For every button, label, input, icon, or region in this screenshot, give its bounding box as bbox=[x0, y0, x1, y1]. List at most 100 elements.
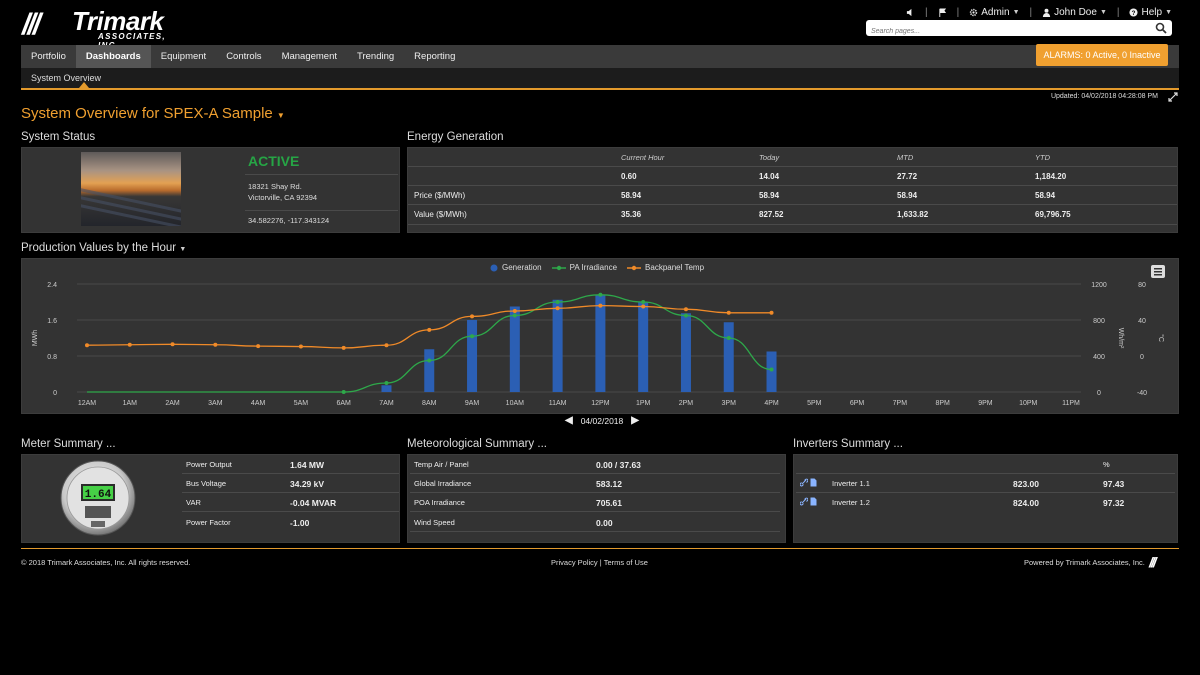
trimark-logo[interactable]: /// Trimark ASSOCIATES, INC. bbox=[22, 6, 184, 50]
link-icon[interactable] bbox=[800, 478, 808, 487]
inverter-pct: 97.43 bbox=[1103, 479, 1125, 489]
flag-icon bbox=[938, 7, 946, 17]
inverter-name[interactable]: Inverter 1.1 bbox=[832, 479, 870, 488]
status-badge: ACTIVE bbox=[248, 153, 300, 169]
user-icon bbox=[1043, 8, 1051, 17]
inverters-summary-title[interactable]: Inverters Summary ... bbox=[793, 438, 903, 450]
meter-summary-title[interactable]: Meter Summary ... bbox=[21, 438, 116, 450]
x-tick-label: 9AM bbox=[465, 400, 480, 407]
bar bbox=[509, 306, 520, 392]
chart-menu-icon[interactable] bbox=[1151, 265, 1165, 278]
table-cell: 0.60 bbox=[621, 172, 637, 181]
meter-label: Bus Voltage bbox=[186, 479, 227, 488]
data-point bbox=[641, 300, 646, 304]
met-panel bbox=[407, 454, 786, 543]
data-point bbox=[512, 313, 517, 318]
chart-date: 04/02/2018 bbox=[580, 415, 624, 426]
subtab-system-overview[interactable]: System Overview bbox=[31, 73, 102, 83]
power-meter-image: 1.64 bbox=[60, 460, 136, 536]
page-title[interactable]: System Overview for SPEX-A Sample ▼ bbox=[21, 105, 285, 122]
user-menu[interactable]: John Doe ▼ bbox=[1042, 7, 1107, 18]
volume-button[interactable] bbox=[906, 8, 915, 17]
document-icon[interactable] bbox=[810, 478, 817, 487]
admin-menu[interactable]: Admin ▼ bbox=[969, 7, 1020, 18]
tab-dashboards[interactable]: Dashboards bbox=[75, 45, 151, 68]
document-icon[interactable] bbox=[810, 497, 817, 506]
meter-display: 1.64 bbox=[85, 489, 112, 501]
table-cell: 69,796.75 bbox=[1035, 210, 1071, 219]
powered-by-text: Powered by Trimark Associates, Inc. bbox=[1024, 558, 1145, 567]
table-cell: 1,184.20 bbox=[1035, 172, 1067, 181]
met-summary-title[interactable]: Meteorological Summary ... bbox=[407, 438, 547, 450]
link-separator: | bbox=[1029, 6, 1033, 18]
table-cell: 58.94 bbox=[621, 191, 642, 200]
divider bbox=[410, 511, 780, 512]
table-cell: 827.52 bbox=[759, 210, 784, 219]
bar bbox=[680, 313, 691, 392]
divider bbox=[182, 473, 399, 474]
x-tick-label: 8AM bbox=[422, 400, 437, 407]
data-point bbox=[769, 367, 774, 372]
bar bbox=[424, 349, 435, 392]
data-point bbox=[683, 313, 688, 318]
expand-icon[interactable] bbox=[1168, 92, 1178, 102]
help-icon: ? bbox=[1129, 7, 1139, 17]
energy-generation-title: Energy Generation bbox=[407, 131, 504, 143]
link-separator: | bbox=[925, 6, 928, 18]
link-icon[interactable] bbox=[800, 497, 808, 506]
y-axis-label: Wh/m² bbox=[1117, 328, 1124, 349]
page-title-text: System Overview for SPEX-A Sample bbox=[21, 105, 273, 122]
y-tick-label: 1200 bbox=[1091, 282, 1107, 289]
data-point bbox=[127, 342, 132, 347]
x-tick-label: 4AM bbox=[251, 400, 266, 407]
data-point bbox=[170, 342, 175, 347]
bar bbox=[595, 295, 606, 392]
legend-item[interactable]: Generation bbox=[490, 263, 542, 272]
flag-button[interactable] bbox=[938, 7, 947, 17]
legend-dot-icon bbox=[490, 264, 498, 271]
inverter-name[interactable]: Inverter 1.2 bbox=[832, 498, 870, 507]
next-date-icon[interactable]: ▶ bbox=[631, 415, 639, 426]
bar bbox=[638, 302, 649, 392]
divider bbox=[408, 185, 1177, 186]
bar bbox=[723, 322, 734, 392]
tab-equipment[interactable]: Equipment bbox=[160, 51, 207, 62]
search-icon[interactable] bbox=[1155, 22, 1167, 34]
legend-item[interactable]: PA Irradiance bbox=[551, 263, 617, 272]
divider bbox=[796, 473, 1175, 474]
x-tick-label: 7AM bbox=[379, 400, 394, 407]
inverter-pct: 97.32 bbox=[1103, 498, 1125, 508]
tab-controls[interactable]: Controls bbox=[226, 51, 262, 62]
prev-date-icon[interactable]: ◀ bbox=[565, 415, 573, 426]
production-title[interactable]: Production Values by the Hour ▼ bbox=[21, 242, 186, 254]
inverters-panel bbox=[793, 454, 1178, 543]
x-tick-label: 11AM bbox=[549, 400, 567, 407]
divider bbox=[408, 224, 1177, 225]
x-tick-label: 10AM bbox=[506, 400, 524, 407]
y-tick-label: 40 bbox=[1138, 318, 1146, 325]
search-input[interactable] bbox=[866, 23, 1146, 40]
logo-name: Trimark bbox=[72, 6, 164, 36]
header-ytd: YTD bbox=[1035, 153, 1050, 162]
data-point bbox=[470, 334, 475, 339]
y-tick-label: 2.4 bbox=[47, 282, 57, 289]
alarms-button[interactable]: ALARMS: 0 Active, 0 Inactive bbox=[1036, 44, 1168, 66]
row-label-value: Value ($/MWh) bbox=[414, 210, 467, 219]
tab-management[interactable]: Management bbox=[281, 51, 338, 62]
help-label: Help bbox=[1141, 6, 1163, 18]
terms-link[interactable]: Terms of Use bbox=[603, 558, 648, 567]
search-box[interactable] bbox=[866, 20, 1172, 40]
tab-trending[interactable]: Trending bbox=[357, 51, 395, 62]
x-tick-label: 4PM bbox=[764, 400, 779, 407]
tab-portfolio[interactable]: Portfolio bbox=[31, 51, 66, 62]
meter-value: 1.64 MW bbox=[290, 460, 325, 470]
tab-reporting[interactable]: Reporting bbox=[414, 51, 456, 62]
x-tick-label: 2PM bbox=[679, 400, 694, 407]
help-menu[interactable]: ? Help ▼ bbox=[1129, 7, 1172, 18]
site-photo bbox=[81, 152, 181, 226]
privacy-link[interactable]: Privacy Policy bbox=[551, 558, 598, 567]
data-point bbox=[427, 358, 432, 363]
footer-logo[interactable]: /// bbox=[1149, 554, 1157, 570]
y-tick-label: 0 bbox=[1140, 354, 1144, 361]
legend-item[interactable]: Backpanel Temp bbox=[627, 263, 704, 272]
